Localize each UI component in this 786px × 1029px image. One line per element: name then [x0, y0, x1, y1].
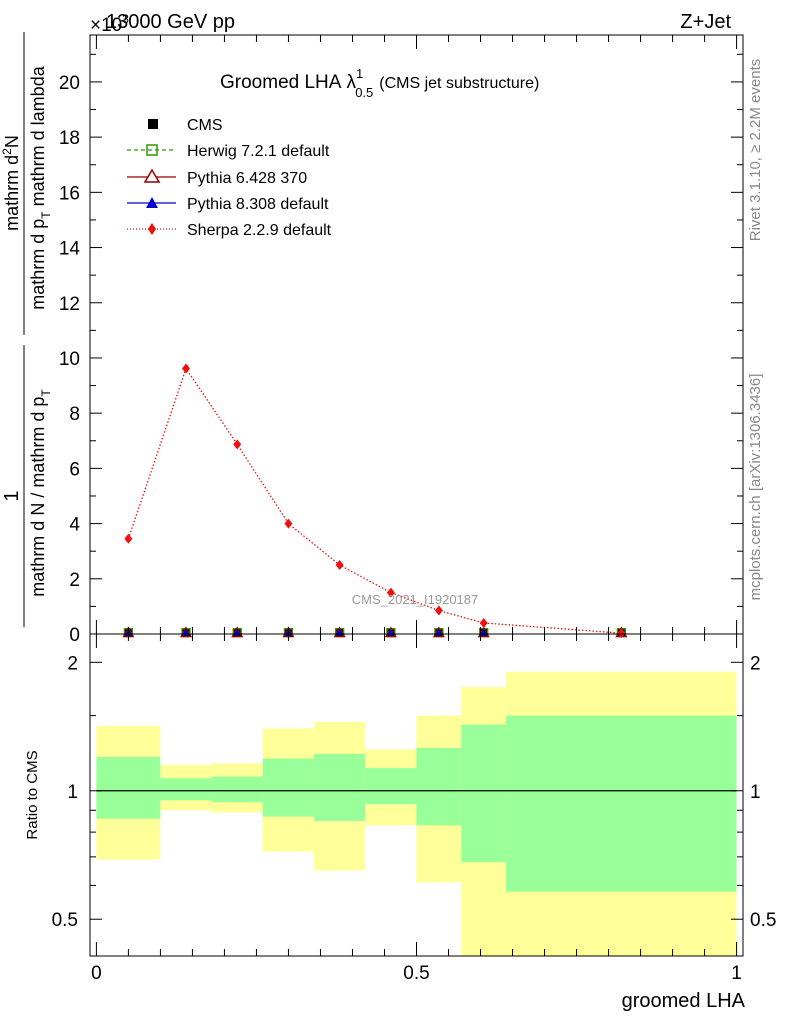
pythia6-point-4 — [333, 626, 346, 638]
ratio-tick-labels: 0.5 0.5 1 1 2 2 0 0.5 1 — [52, 653, 777, 984]
pythia6-point-2 — [231, 626, 244, 638]
sherpa-point-3 — [284, 518, 293, 529]
cms-marker-icon — [148, 119, 158, 129]
main-y-tick-label-0: 0 — [69, 625, 80, 646]
ratio-plot-panel: 0.5 0.5 1 1 2 2 0 0.5 1 Ratio to CMS groomed LHA — [24, 633, 777, 1012]
main-plot-panel: 0 2 4 6 8 10 12 14 16 18 20 Groomed LHA λ1 0.5(CMS j… — [0, 32, 744, 646]
ylabel-second-denominator: mathrm d pT mathrm d lambda — [28, 65, 53, 309]
exponent-label: ×103 — [90, 12, 129, 36]
process-label: Z+Jet — [680, 11, 731, 33]
sherpa-point-7 — [479, 617, 488, 628]
pythia6-marker-icon — [143, 168, 161, 183]
uncertainty-band-inner-3 — [262, 758, 315, 817]
main-y-tick-labels: 0 2 4 6 8 10 12 14 16 18 20 — [59, 73, 81, 646]
main-y-tick-label-10: 20 — [59, 73, 80, 94]
uncertainty-band-inner-0 — [96, 756, 161, 819]
x-tick-label-0: 0 — [91, 963, 102, 984]
sherpa-marker-icon — [148, 223, 156, 235]
ylabel-first-denominator: mathrm d N / mathrm d pT — [28, 389, 53, 597]
uncertainty-band-inner-1 — [160, 778, 212, 801]
legend-entry-herwig: Herwig 7.2.1 default — [127, 143, 330, 160]
legend-label-herwig: Herwig 7.2.1 default — [187, 143, 330, 160]
ratio-axis-ticks — [90, 634, 743, 956]
ratio-y-tick-label-right-0: 0.5 — [750, 910, 776, 931]
uncertainty-band-inner-5 — [365, 768, 417, 805]
pythia6-point-1 — [180, 626, 193, 638]
main-y-tick-label-2: 4 — [69, 515, 80, 536]
legend-label-pythia6: Pythia 6.428 370 — [187, 170, 307, 187]
legend-entry-cms: CMS — [148, 117, 223, 134]
main-y-tick-label-6: 12 — [59, 294, 80, 315]
uncertainty-band-inner-8 — [506, 715, 737, 892]
pythia6-point-6 — [432, 626, 445, 638]
uncertainty-band-inner-4 — [314, 753, 366, 821]
uncertainty-band-inner-7 — [461, 724, 507, 863]
main-y-tick-label-9: 18 — [59, 128, 80, 149]
main-y-axis-label: 1 mathrm d N / mathrm d pT mathrm d2N ma… — [0, 32, 53, 627]
legend-label-cms: CMS — [187, 117, 223, 134]
legend-label-pythia8: Pythia 8.308 default — [187, 196, 329, 213]
main-plot-area — [122, 363, 628, 639]
legend-label-sherpa: Sherpa 2.2.9 default — [187, 222, 332, 239]
ylabel-one: 1 — [1, 490, 23, 501]
main-y-tick-label-3: 6 — [69, 459, 80, 480]
main-y-tick-label-4: 8 — [69, 404, 80, 425]
ratio-y-tick-label-right-1: 1 — [750, 782, 761, 803]
ratio-plot-area — [96, 671, 737, 956]
sherpa-point-1 — [182, 363, 191, 374]
pythia6-point-7 — [477, 626, 490, 638]
main-y-tick-label-1: 2 — [69, 570, 80, 591]
legend-entry-pythia8: Pythia 8.308 default — [127, 196, 329, 213]
legend-entry-pythia6: Pythia 6.428 370 — [127, 168, 307, 187]
sherpa-point-5 — [386, 587, 395, 598]
legend: CMS Herwig 7.2.1 default Pythia 6.428 37… — [127, 117, 332, 239]
sherpa-point-0 — [124, 533, 133, 544]
pythia6-point-5 — [384, 626, 397, 638]
x-tick-label-1: 0.5 — [403, 963, 429, 984]
ratio-y-axis-label: Ratio to CMS — [24, 750, 41, 839]
herwig-marker-icon — [146, 144, 158, 156]
legend-entry-sherpa: Sherpa 2.2.9 default — [127, 222, 332, 239]
uncertainty-band-inner-2 — [211, 776, 263, 803]
sherpa-point-8 — [617, 628, 626, 639]
analysis-watermark: CMS_2021_I1920187 — [352, 592, 479, 607]
mcplots-label: mcplots.cern.ch [arXiv:1306.3436] — [747, 374, 764, 601]
main-y-tick-label-5: 10 — [59, 349, 80, 370]
rivet-label: Rivet 3.1.10, ≥ 2.2M events — [747, 59, 764, 242]
main-y-tick-label-8: 16 — [59, 183, 80, 204]
ratio-y-tick-label-left-1: 1 — [67, 782, 78, 803]
plot-title: Groomed LHA λ1 0.5(CMS jet substructure) — [220, 66, 539, 100]
sherpa-point-4 — [335, 559, 344, 570]
ylabel-second-numerator: mathrm d2N — [0, 135, 22, 231]
pythia8-marker-icon — [146, 197, 158, 208]
x-axis-label: groomed LHA — [622, 990, 746, 1012]
energy-label: 13000 GeV pp — [106, 11, 235, 33]
ratio-y-tick-label-left-2: 2 — [67, 653, 78, 674]
main-axis-ticks — [90, 35, 743, 635]
ratio-y-tick-label-left-0: 0.5 — [52, 910, 78, 931]
main-y-tick-label-7: 14 — [59, 239, 81, 260]
sherpa-point-6 — [434, 605, 443, 616]
sherpa-point-2 — [233, 439, 242, 450]
x-tick-label-2: 1 — [731, 963, 742, 984]
ratio-y-tick-label-right-2: 2 — [750, 653, 761, 674]
uncertainty-band-inner-6 — [416, 747, 462, 826]
